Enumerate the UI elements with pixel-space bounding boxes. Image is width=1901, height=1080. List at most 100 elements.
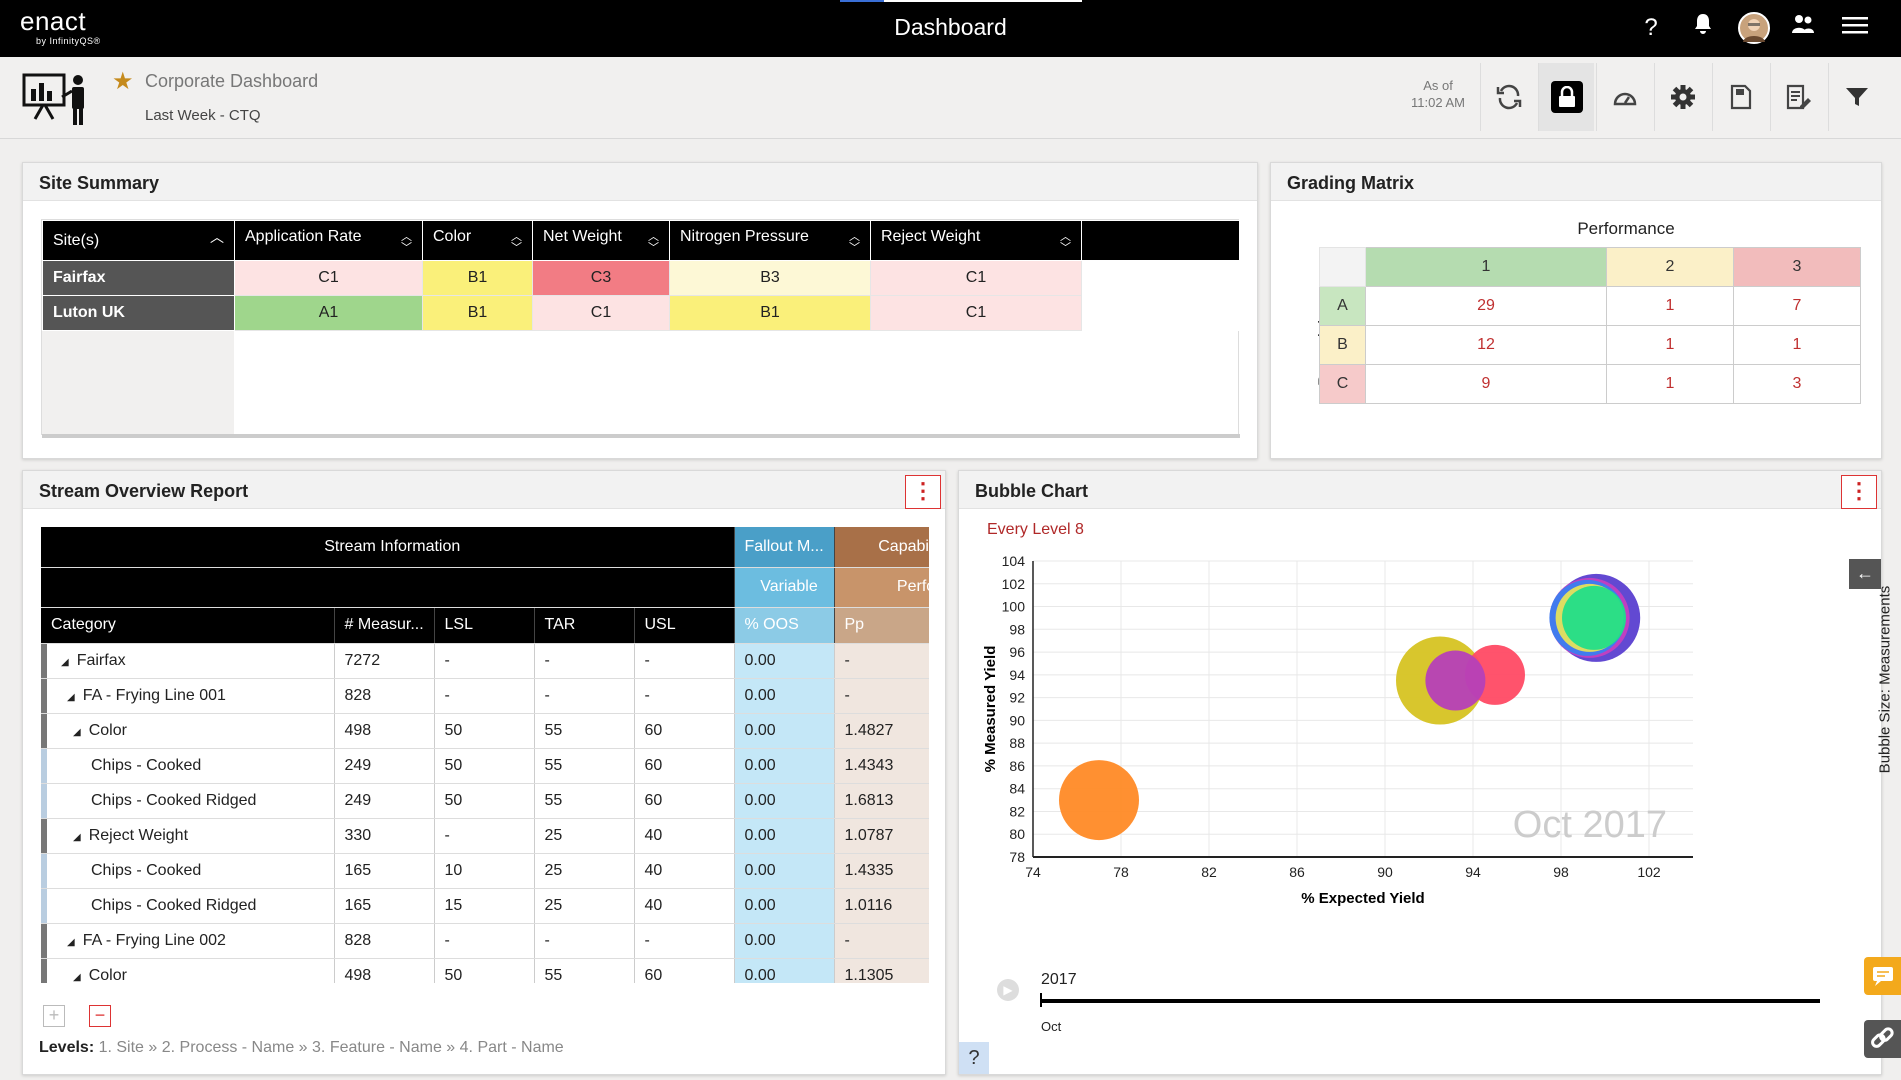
favorite-star-icon[interactable]: ★ <box>112 68 134 95</box>
category-cell[interactable]: Chips - Cooked <box>41 748 335 784</box>
column-header-color[interactable]: Color ︿ ﹀ <box>422 220 533 261</box>
collapse-caret-icon[interactable]: ◢ <box>67 691 75 703</box>
site-name-cell[interactable]: Luton UK <box>42 295 235 331</box>
collapse-caret-icon[interactable]: ◢ <box>67 936 75 948</box>
lock-button[interactable] <box>1538 63 1594 131</box>
table-row[interactable]: Luton UK A1 B1 C1 B1 C1 <box>42 295 1240 331</box>
more-options-button[interactable]: ⋮ <box>1841 475 1877 509</box>
table-row[interactable]: Chips - Cooked Ridged 165 15 25 40 0.00 1.0116 <box>41 888 929 924</box>
category-cell[interactable]: ◢ FA - Frying Line 001 <box>41 678 335 714</box>
column-header[interactable]: # Measur... <box>334 607 435 644</box>
column-header-application-rate[interactable]: Application Rate ︿ ﹀ <box>234 220 423 261</box>
app-logo[interactable]: enact by InfinityQS® <box>20 6 100 46</box>
column-header-reject-weight[interactable]: Reject Weight ︿ ﹀ <box>870 220 1082 261</box>
play-button[interactable]: ▶ <box>997 979 1019 1001</box>
sort-icon[interactable]: ︿ ﹀ <box>1060 230 1071 254</box>
bell-icon[interactable] <box>1688 13 1718 43</box>
grade-cell[interactable]: B1 <box>422 295 533 331</box>
question-mark-icon[interactable]: ? <box>1644 14 1658 41</box>
grade-cell[interactable]: C3 <box>532 260 670 296</box>
column-header[interactable]: Category <box>41 607 335 644</box>
matrix-cell[interactable]: 1 <box>1605 286 1734 326</box>
level-item[interactable]: 3. Feature - Name <box>312 1039 442 1056</box>
grade-cell[interactable]: C1 <box>870 295 1082 331</box>
more-options-button[interactable]: ⋮ <box>905 475 941 509</box>
column-header[interactable]: USL <box>634 607 735 644</box>
bubble[interactable] <box>1562 585 1626 650</box>
grade-cell[interactable]: C1 <box>870 260 1082 296</box>
help-button[interactable]: ? <box>959 1042 989 1074</box>
bubble[interactable] <box>1059 760 1139 841</box>
table-row[interactable]: ◢ Reject Weight 330-25 40 0.00 1.0787 <box>41 818 929 854</box>
column-header-net-weight[interactable]: Net Weight ︿ ﹀ <box>532 220 670 261</box>
settings-button[interactable] <box>1654 63 1710 131</box>
bubble[interactable] <box>1425 650 1486 711</box>
table-row[interactable]: Fairfax C1 B1 C3 B3 C1 <box>42 260 1240 296</box>
collapse-caret-icon[interactable]: ◢ <box>73 726 81 738</box>
people-icon[interactable] <box>1788 13 1818 43</box>
hamburger-menu-icon[interactable] <box>1840 13 1870 43</box>
column-header[interactable]: LSL <box>434 607 535 644</box>
matrix-cell[interactable]: 3 <box>1732 364 1862 404</box>
collapse-caret-icon[interactable]: ◢ <box>61 656 69 668</box>
timeline-slider[interactable] <box>1040 999 1820 1003</box>
collapse-all-button[interactable]: − <box>89 1005 111 1027</box>
sort-icon[interactable]: ︿ ﹀ <box>511 230 522 254</box>
filter-button[interactable] <box>1828 63 1884 131</box>
matrix-cell[interactable]: 29 <box>1365 286 1607 326</box>
level-item[interactable]: 4. Part - Name <box>459 1039 564 1056</box>
grade-cell[interactable]: C1 <box>532 295 670 331</box>
sort-icon[interactable]: ︿ ﹀ <box>648 230 659 254</box>
category-cell[interactable]: Chips - Cooked Ridged <box>41 888 335 924</box>
grade-cell[interactable]: B1 <box>669 295 871 331</box>
matrix-cell[interactable]: 9 <box>1365 364 1607 404</box>
grade-cell[interactable]: B3 <box>669 260 871 296</box>
table-row[interactable]: ◢ FA - Frying Line 001 828- - -0.00- <box>41 678 929 714</box>
timeline-handle[interactable] <box>1040 993 1042 1007</box>
expand-all-button[interactable]: + <box>43 1005 65 1027</box>
column-header[interactable]: % OOS <box>734 607 835 644</box>
table-row[interactable]: ◢ Fairfax 7272- - -0.00- <box>41 643 929 679</box>
collapse-caret-icon[interactable]: ◢ <box>73 831 81 843</box>
gauge-button[interactable] <box>1596 63 1652 131</box>
matrix-cell[interactable]: 1 <box>1732 325 1862 365</box>
avatar[interactable] <box>1738 12 1770 44</box>
column-header-nitrogen-pressure[interactable]: Nitrogen Pressure ︿ ﹀ <box>669 220 871 261</box>
table-row[interactable]: ◢ Color 498 50 55 60 0.00 1.1305 <box>41 958 929 983</box>
matrix-cell[interactable]: 1 <box>1605 325 1734 365</box>
grade-cell[interactable]: B1 <box>422 260 533 296</box>
refresh-button[interactable] <box>1480 63 1536 131</box>
sort-up-icon[interactable]: ︿ <box>210 228 224 245</box>
table-row[interactable]: ◢ FA - Frying Line 002 828- - -0.00- <box>41 923 929 959</box>
level-item[interactable]: 2. Process - Name <box>161 1039 295 1056</box>
sort-icon[interactable]: ︿ ﹀ <box>401 230 412 254</box>
edit-report-button[interactable] <box>1770 63 1826 131</box>
matrix-cell[interactable]: 12 <box>1365 325 1607 365</box>
grade-cell[interactable]: C1 <box>234 260 423 296</box>
table-row[interactable]: Chips - Cooked 249 50 55 60 0.00 1.4343 <box>41 748 929 784</box>
column-header-sites[interactable]: Site(s) ︿ <box>42 220 235 261</box>
category-cell[interactable]: Chips - Cooked <box>41 853 335 889</box>
collapse-caret-icon[interactable]: ◢ <box>73 971 81 983</box>
matrix-cell[interactable]: 7 <box>1732 286 1862 326</box>
column-header[interactable]: TAR <box>534 607 635 644</box>
level-item[interactable]: 1. Site <box>98 1039 144 1056</box>
table-row[interactable]: Chips - Cooked 165 10 25 40 0.00 1.4335 <box>41 853 929 889</box>
category-cell[interactable]: Chips - Cooked Ridged <box>41 783 335 819</box>
column-header[interactable]: Pp <box>834 607 929 644</box>
collapse-side-panel-button[interactable]: ← <box>1849 559 1881 589</box>
category-cell[interactable]: ◢ FA - Frying Line 002 <box>41 923 335 959</box>
matrix-cell[interactable]: 1 <box>1605 364 1734 404</box>
grade-cell[interactable]: A1 <box>234 295 423 331</box>
chat-button[interactable] <box>1864 957 1901 995</box>
link-button[interactable] <box>1864 1020 1901 1058</box>
category-cell[interactable]: ◢ Reject Weight <box>41 818 335 854</box>
category-cell[interactable]: ◢ Color <box>41 713 335 749</box>
sort-icon[interactable]: ︿ ﹀ <box>849 230 860 254</box>
site-name-cell[interactable]: Fairfax <box>42 260 235 296</box>
table-row[interactable]: Chips - Cooked Ridged 249 50 55 60 0.00 1.6813 <box>41 783 929 819</box>
table-row[interactable]: ◢ Color 498 50 55 60 0.00 1.4827 <box>41 713 929 749</box>
save-button[interactable] <box>1712 63 1768 131</box>
category-cell[interactable]: ◢ Fairfax <box>41 643 335 679</box>
category-cell[interactable]: ◢ Color <box>41 958 335 983</box>
